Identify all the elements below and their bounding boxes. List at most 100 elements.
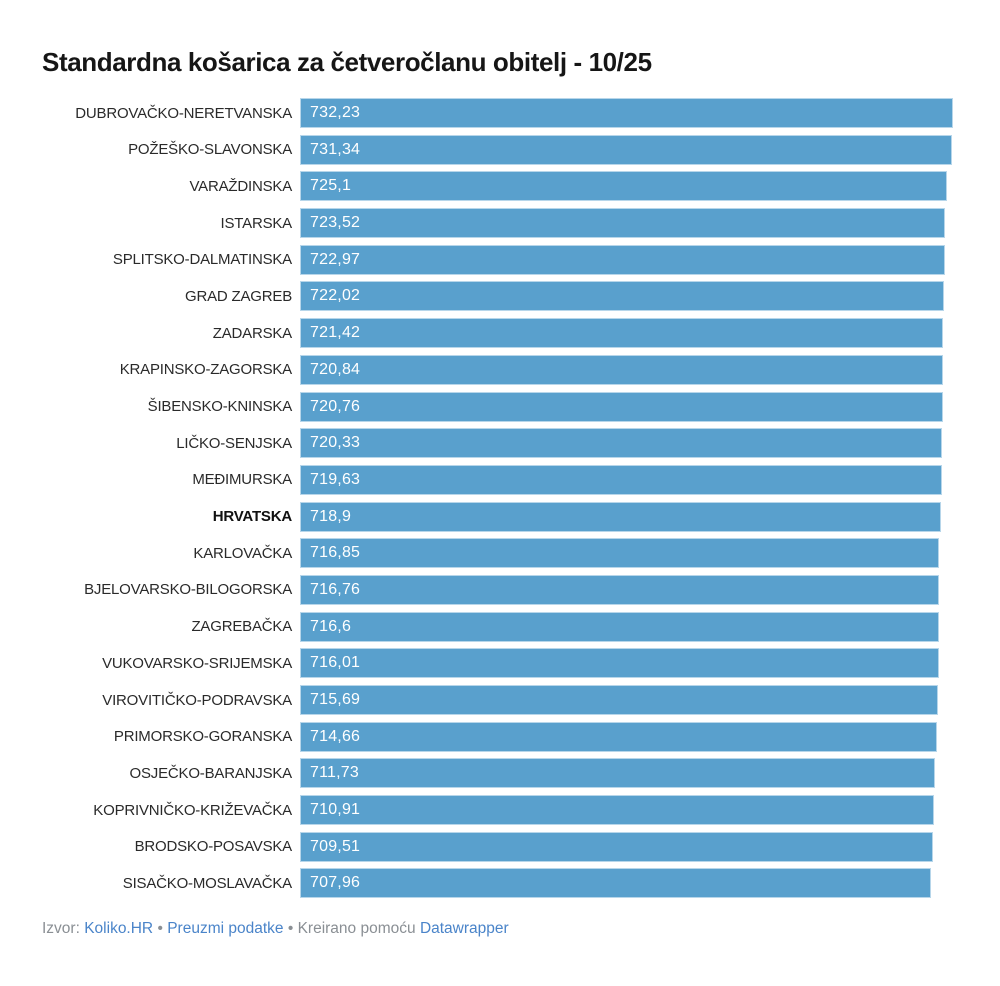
bar-row: BRODSKO-POSAVSKA 709,51: [42, 831, 953, 862]
bar-track: 716,76: [300, 574, 953, 605]
category-label: KOPRIVNIČKO-KRIŽEVAČKA: [93, 801, 292, 819]
category-label: VARAŽDINSKA: [189, 177, 292, 195]
value-label: 716,85: [310, 544, 361, 562]
bar: 715,69: [300, 685, 939, 715]
bar-track: 716,6: [300, 611, 953, 642]
bar-track: 725,1: [300, 171, 953, 202]
category-label: OSJEČKO-BARANJSKA: [129, 764, 293, 782]
category-label: ZADARSKA: [212, 324, 292, 342]
value-label: 721,42: [310, 324, 361, 342]
value-label: 710,91: [310, 801, 361, 819]
bar-track: 732,23: [300, 98, 953, 128]
chart-footer: Izvor: Koliko.HR • Preuzmi podatke • Kre…: [42, 919, 953, 938]
bar: 718,9: [300, 501, 942, 532]
bar: 722,02: [300, 281, 944, 312]
bar-track: 723,52: [300, 208, 953, 239]
bar: 723,52: [300, 208, 946, 239]
bar-row: SISAČKO-MOSLAVAČKA 707,96: [42, 868, 953, 899]
bar-track: 722,97: [300, 244, 953, 275]
category-label: BJELOVARSKO-BILOGORSKA: [84, 581, 292, 599]
bar-track: 716,85: [300, 538, 953, 569]
bar: 719,63: [300, 464, 942, 495]
value-label: 714,66: [310, 727, 361, 745]
bar: 714,66: [300, 721, 938, 752]
source-label: Izvor:: [42, 920, 80, 938]
category-label: KRAPINSKO-ZAGORSKA: [119, 361, 292, 379]
bar-track: 720,76: [300, 391, 953, 422]
bar: 720,84: [300, 354, 943, 385]
value-label: 722,97: [310, 250, 361, 268]
bar-row: VIROVITIČKO-PODRAVSKA 715,69: [42, 685, 953, 715]
bar: 721,42: [300, 318, 944, 349]
category-label: HRVATSKA: [212, 508, 292, 526]
value-label: 711,73: [310, 764, 359, 782]
separator-dot: •: [287, 920, 294, 938]
category-label: ZAGREBAČKA: [191, 618, 292, 636]
bar-row: KOPRIVNIČKO-KRIŽEVAČKA 710,91: [42, 795, 953, 826]
source-link[interactable]: Koliko.HR: [84, 920, 154, 938]
bar-row: GRAD ZAGREB 722,02: [42, 281, 953, 312]
bar-row: MEĐIMURSKA 719,63: [42, 464, 953, 495]
bar-row: BJELOVARSKO-BILOGORSKA 716,76: [42, 574, 953, 605]
bar-row: PRIMORSKO-GORANSKA 714,66: [42, 721, 953, 752]
bar-track: 721,42: [300, 318, 953, 349]
bar-row: POŽEŠKO-SLAVONSKA 731,34: [42, 134, 953, 165]
bar: 725,1: [300, 171, 947, 202]
category-label: MEĐIMURSKA: [192, 471, 292, 489]
bar-track: 731,34: [300, 134, 953, 165]
value-label: 718,9: [310, 507, 352, 525]
bar: 732,23: [300, 98, 953, 128]
category-label: SPLITSKO-DALMATINSKA: [112, 251, 292, 269]
bar-track: 719,63: [300, 464, 953, 495]
bar-track: 715,69: [300, 685, 953, 715]
value-label: 716,6: [310, 617, 352, 635]
bar-track: 720,84: [300, 354, 953, 385]
separator-dot: •: [157, 920, 163, 938]
bar-row: ZAGREBAČKA 716,6: [42, 611, 953, 642]
bar-track: 714,66: [300, 721, 953, 752]
chart-title: Standardna košarica za četveročlanu obit…: [42, 47, 652, 77]
category-label: VIROVITIČKO-PODRAVSKA: [102, 691, 292, 709]
bar-track: 716,01: [300, 648, 953, 679]
category-label: LIČKO-SENJSKA: [176, 434, 292, 452]
bar: 716,01: [300, 648, 939, 679]
value-label: 722,02: [310, 287, 361, 305]
bar-row: ZADARSKA 721,42: [42, 318, 953, 349]
bar-track: 711,73: [300, 758, 953, 789]
datawrapper-link[interactable]: Datawrapper: [419, 920, 509, 938]
bar: 731,34: [300, 134, 953, 165]
bar-row: KRAPINSKO-ZAGORSKA 720,84: [42, 354, 953, 385]
value-label: 725,1: [310, 177, 352, 195]
bar-row: VUKOVARSKO-SRIJEMSKA 716,01: [42, 648, 953, 679]
bar: 720,33: [300, 428, 943, 459]
value-label: 719,63: [310, 470, 361, 488]
bar-row: OSJEČKO-BARANJSKA 711,73: [42, 758, 953, 789]
download-data-link[interactable]: Preuzmi podatke: [167, 920, 284, 938]
bar-row: HRVATSKA 718,9: [42, 501, 953, 532]
category-label: DUBROVAČKO-NERETVANSKA: [75, 104, 292, 122]
value-label: 720,33: [310, 434, 361, 452]
created-with-label: Kreirano pomoću: [297, 920, 416, 938]
value-label: 720,84: [310, 360, 361, 378]
bar-track: 722,02: [300, 281, 953, 312]
bar-row: DUBROVAČKO-NERETVANSKA 732,23: [42, 98, 953, 128]
category-label: BRODSKO-POSAVSKA: [134, 838, 293, 856]
value-label: 723,52: [310, 214, 361, 232]
category-label: ISTARSKA: [220, 214, 293, 232]
bar: 707,96: [300, 868, 932, 899]
bar-track: 710,91: [300, 795, 953, 826]
bar-track: 720,33: [300, 428, 953, 459]
bar-row: SPLITSKO-DALMATINSKA 722,97: [42, 244, 953, 275]
bar: 720,76: [300, 391, 943, 422]
bar-row: LIČKO-SENJSKA 720,33: [42, 428, 953, 459]
bar: 716,6: [300, 611, 940, 642]
chart-container: Standardna košarica za četveročlanu obit…: [42, 47, 953, 938]
value-label: 731,34: [310, 140, 361, 158]
category-label: ŠIBENSKO-KNINSKA: [147, 398, 293, 415]
value-label: 707,96: [310, 874, 361, 892]
value-label: 709,51: [310, 837, 361, 855]
bar-row: ŠIBENSKO-KNINSKA 720,76: [42, 391, 953, 422]
bar-track: 718,9: [300, 501, 953, 532]
bar-row: KARLOVAČKA 716,85: [42, 538, 953, 569]
value-label: 732,23: [310, 104, 361, 121]
